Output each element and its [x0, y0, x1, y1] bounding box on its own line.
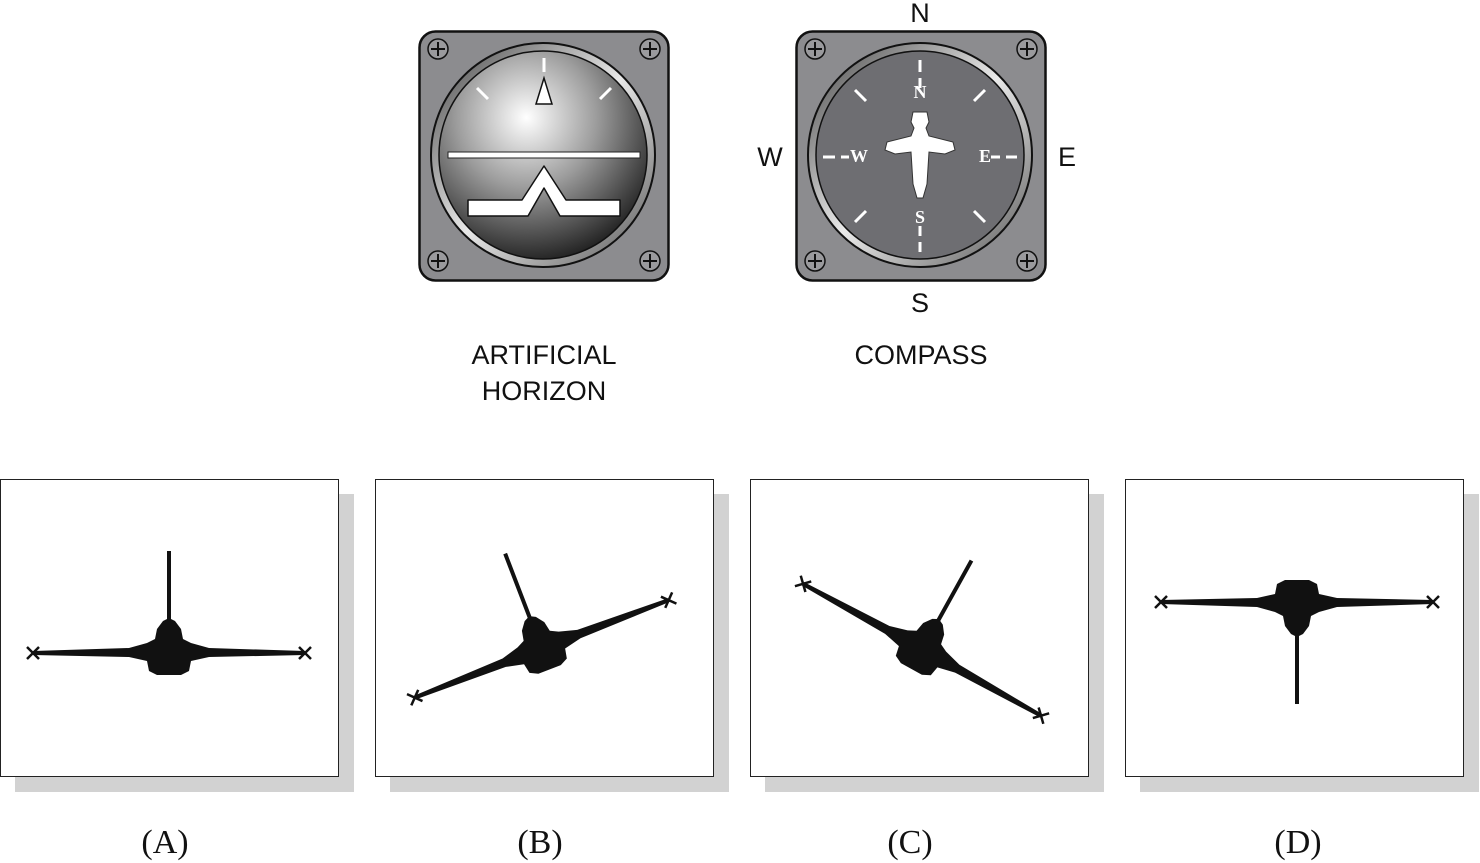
panel-frame	[0, 479, 339, 777]
compass-dial-label-n: N	[913, 82, 927, 102]
artificial-horizon-caption-line1: ARTIFICIAL	[471, 340, 617, 370]
compass-dial-label-w: W	[850, 146, 868, 166]
artificial-horizon-caption: ARTIFICIAL HORIZON	[420, 337, 668, 409]
airplane-icon	[884, 111, 956, 199]
option-panel-b[interactable]	[375, 479, 729, 794]
option-label-d[interactable]: (D)	[1274, 824, 1322, 861]
panel-frame	[375, 479, 714, 777]
compass-outer-label-w: W	[757, 142, 783, 172]
compass-outer-label-s: S	[910, 288, 929, 318]
compass-caption: COMPASS	[854, 340, 988, 370]
artificial-horizon-caption-line2: HORIZON	[481, 376, 607, 406]
panel-frame	[750, 479, 1089, 777]
compass-outer-label-e: E	[1057, 142, 1076, 172]
aircraft-wings-level-icon	[25, 549, 313, 677]
panel-frame	[1125, 479, 1464, 777]
option-panel-c[interactable]	[750, 479, 1104, 794]
option-panel-d[interactable]	[1125, 479, 1479, 794]
compass-outer-label-n: N	[910, 0, 930, 28]
compass-dial-label-e: E	[978, 146, 991, 166]
artificial-horizon-instrument	[418, 30, 670, 282]
option-label-b[interactable]: (B)	[517, 824, 563, 861]
aircraft-banked-other-way-icon	[785, 490, 1088, 740]
compass-gauge	[795, 30, 1047, 282]
compass-instrument: N S W E	[795, 30, 1047, 282]
artificial-horizon-gauge	[418, 30, 670, 282]
option-label-a[interactable]: (A)	[141, 824, 189, 861]
compass-dial-label-s: S	[914, 207, 925, 227]
option-label-c[interactable]: (C)	[887, 824, 933, 861]
option-panel-a[interactable]	[0, 479, 354, 794]
aircraft-banked-icon	[376, 501, 684, 722]
aircraft-inverted-icon	[1153, 578, 1441, 706]
